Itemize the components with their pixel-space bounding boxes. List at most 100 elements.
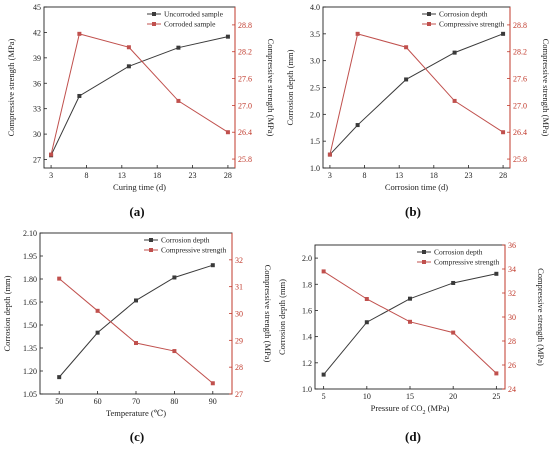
x-tick-label: 18: [430, 171, 438, 180]
data-point: [408, 319, 412, 324]
x-tick-label: 13: [118, 171, 126, 180]
legend-marker: [149, 248, 153, 252]
legend-label: Uncorroded sample: [164, 10, 224, 19]
y-left-tick-label: 33: [33, 105, 41, 114]
data-point: [452, 98, 457, 103]
y-right-tick-label: 25.8: [238, 155, 252, 164]
y-left-tick-label: 27: [33, 156, 41, 165]
y-left-tick-label: 1.6: [302, 306, 312, 315]
y-left-axis-label: Corrosion depth (mm): [285, 49, 295, 125]
y-left-axis-label: Compressive strength (MPa): [6, 38, 16, 136]
y-left-tick-label: 39: [33, 54, 41, 63]
y-left-tick-label: 42: [33, 28, 41, 37]
series-line-2: [329, 33, 504, 155]
y-left-tick-label: 2.0: [302, 254, 312, 263]
y-left-tick-label: 1.35: [23, 344, 37, 353]
x-tick-label: 8: [363, 171, 367, 180]
x-axis-label: Curing time (d): [113, 182, 166, 192]
y-left-tick-label: 1.5: [310, 137, 320, 146]
legend-label: Corroded sample: [164, 20, 216, 29]
x-axis-label-unit: (MPa): [426, 403, 450, 413]
data-point: [355, 31, 360, 36]
y-left-tick-label: 36: [33, 79, 41, 88]
y-left-axis-label: Corrosion depth (mm): [2, 275, 12, 351]
data-point: [451, 330, 456, 335]
legend-marker: [152, 22, 156, 26]
legend-marker: [152, 12, 156, 16]
y-right-axis-label: Compressive strength (MPa): [541, 39, 550, 137]
data-point: [408, 296, 412, 301]
y-right-tick-label: 30: [508, 313, 516, 322]
y-right-tick-label: 27.6: [238, 75, 252, 84]
data-point: [451, 280, 456, 285]
x-tick-label: 28: [224, 171, 232, 180]
data-point: [355, 123, 360, 128]
panel-label: (b): [405, 204, 421, 219]
x-tick-label: 10: [363, 392, 371, 401]
panel-label: (d): [405, 429, 421, 444]
y-right-tick-label: 29: [235, 336, 243, 345]
y-right-axis-label: Compressive strength (MPa): [263, 265, 273, 363]
y-right-tick-label: 31: [235, 283, 243, 292]
y-left-tick-label: 1.20: [23, 367, 37, 376]
data-point: [327, 152, 332, 157]
series-line-2: [58, 278, 214, 384]
series-line-1: [323, 273, 497, 375]
y-left-axis-label: Corrosion depth (mm): [277, 279, 287, 355]
x-tick-label: 80: [170, 397, 178, 406]
y-left-tick-label: 30: [33, 130, 41, 139]
panel-label: (a): [129, 204, 144, 219]
y-left-tick-label: 1.50: [23, 321, 37, 330]
data-point: [364, 320, 369, 325]
data-point: [321, 269, 326, 274]
y-left-tick-label: 1.65: [23, 298, 37, 307]
data-point: [210, 381, 215, 386]
data-point: [57, 375, 62, 380]
y-right-tick-label: 28.8: [238, 21, 252, 30]
data-point: [77, 31, 82, 36]
x-axis-label: Corrosion time (d): [385, 182, 448, 192]
x-tick-label: 23: [464, 171, 472, 180]
data-point: [225, 34, 230, 39]
y-left-tick-label: 1.95: [23, 252, 37, 261]
series-line-1: [58, 264, 213, 378]
y-left-tick-label: 1.8: [302, 280, 312, 289]
x-tick-label: 20: [449, 392, 457, 401]
data-point: [49, 152, 54, 157]
y-right-tick-label: 26.4: [513, 128, 527, 137]
chart-panel-a: 3 8 13 18 23 28 27 30 33 36 39 42 45 25.8 26.4 27.0 27.6…: [6, 3, 276, 219]
x-tick-label: 13: [395, 171, 403, 180]
y-left-tick-label: 1.80: [23, 275, 37, 284]
y-left-tick-label: 45: [33, 3, 41, 12]
data-point: [134, 298, 138, 303]
legend-marker: [427, 12, 431, 16]
data-point: [172, 275, 177, 280]
y-right-tick-label: 28.2: [238, 48, 252, 57]
legend-label: Corrosion depth: [434, 248, 483, 257]
x-tick-label: 5: [322, 392, 326, 401]
data-point: [176, 45, 181, 50]
data-point: [126, 64, 131, 69]
y-left-tick-label: 2.10: [23, 229, 37, 238]
x-tick-label: 60: [94, 397, 102, 406]
data-point: [126, 45, 131, 50]
y-right-tick-label: 25.8: [513, 155, 527, 164]
data-point: [364, 297, 369, 301]
y-right-tick-label: 26: [508, 361, 516, 370]
x-tick-label: 70: [132, 397, 140, 406]
x-tick-label: 90: [209, 397, 217, 406]
y-left-tick-label: 1.4: [302, 333, 312, 342]
plot-frame: [43, 6, 236, 169]
series-line-1: [329, 33, 504, 155]
y-left-tick-label: 4.0: [310, 3, 320, 12]
x-tick-label: 28: [499, 171, 507, 180]
x-tick-label: 8: [84, 171, 88, 180]
y-right-tick-label: 32: [235, 256, 243, 265]
panel-label: (c): [130, 429, 144, 444]
data-point: [95, 308, 100, 313]
legend-label: Corrosion depth: [161, 236, 210, 245]
data-point: [501, 31, 506, 36]
chart-panel-c: 50 60 70 80 90 1.05 1.20 1.35 1.50 1.65 1.80 1.95 2.…: [2, 229, 273, 444]
data-point: [225, 130, 230, 135]
